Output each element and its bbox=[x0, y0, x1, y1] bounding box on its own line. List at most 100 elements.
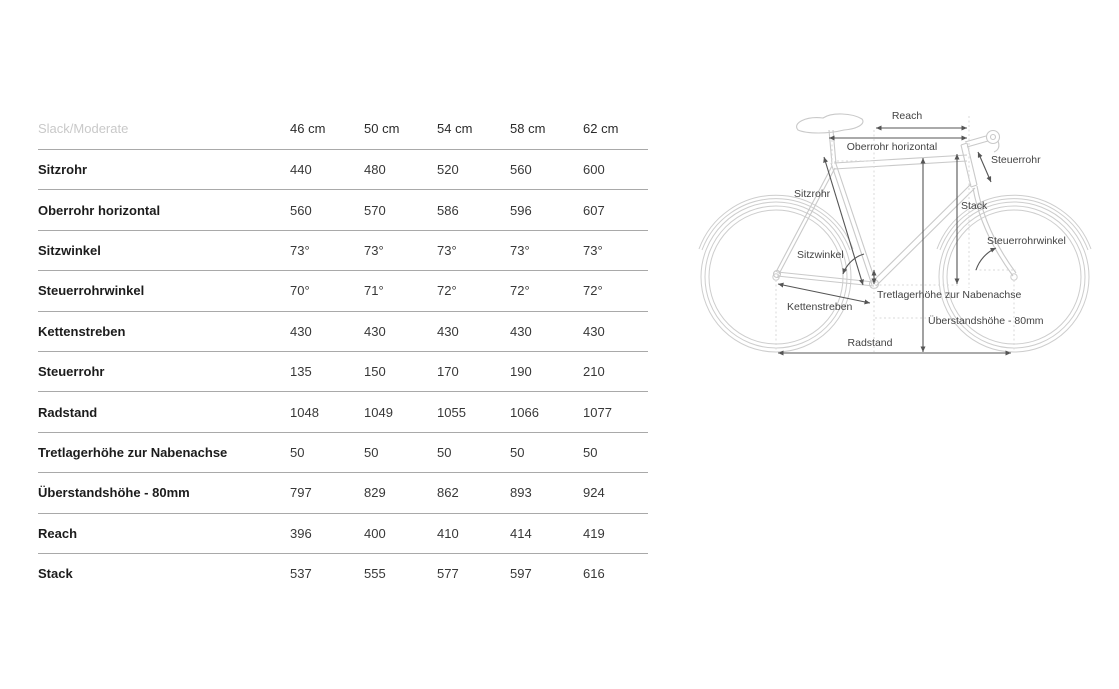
cell-value: 73° bbox=[583, 242, 603, 258]
cell-value: 50 bbox=[583, 444, 598, 460]
cell-value: 71° bbox=[364, 283, 384, 299]
column-header-50cm: 50 cm bbox=[364, 121, 400, 136]
label-ueberstandshoehe: Überstandshöhe - 80mm bbox=[928, 315, 1044, 327]
cell-value: 597 bbox=[510, 566, 532, 582]
cell-value: 73° bbox=[290, 242, 310, 258]
cell-value: 1066 bbox=[510, 404, 539, 420]
cell-value: 73° bbox=[437, 242, 457, 258]
cell-value: 1077 bbox=[583, 404, 612, 420]
column-header-46cm: 46 cm bbox=[290, 121, 326, 136]
cell-value: 410 bbox=[437, 525, 459, 541]
measurement-arrows bbox=[777, 125, 1011, 356]
label-steuerrohrwinkel: Steuerrohrwinkel bbox=[987, 235, 1066, 247]
label-reach: Reach bbox=[892, 110, 923, 122]
table-row: Sitzwinkel 73° 73° 73° 73° 73° bbox=[38, 231, 648, 272]
cell-value: 396 bbox=[290, 525, 312, 541]
label-kettenstreben: Kettenstreben bbox=[787, 301, 853, 313]
cell-value: 1055 bbox=[437, 404, 466, 420]
table-row: Überstandshöhe - 80mm 797 829 862 893 92… bbox=[38, 473, 648, 514]
cell-value: 797 bbox=[290, 485, 312, 501]
cell-value: 50 bbox=[437, 444, 452, 460]
cell-value: 150 bbox=[364, 364, 386, 380]
row-label: Überstandshöhe - 80mm bbox=[38, 485, 190, 501]
table-row: Kettenstreben 430 430 430 430 430 bbox=[38, 312, 648, 352]
cell-value: 893 bbox=[510, 485, 532, 501]
cell-value: 50 bbox=[510, 444, 525, 460]
cell-value: 73° bbox=[510, 242, 530, 258]
cell-value: 430 bbox=[510, 323, 532, 339]
table-row: Tretlagerhöhe zur Nabenachse 50 50 50 50… bbox=[38, 433, 648, 474]
label-oberrohr-horizontal: Oberrohr horizontal bbox=[847, 141, 937, 153]
cell-value: 190 bbox=[510, 364, 532, 380]
label-stack: Stack bbox=[961, 200, 988, 212]
row-label: Reach bbox=[38, 525, 78, 541]
cell-value: 414 bbox=[510, 525, 532, 541]
cell-value: 616 bbox=[583, 566, 605, 582]
cell-value: 400 bbox=[364, 525, 386, 541]
table-header-row: Slack/Moderate 46 cm 50 cm 54 cm 58 cm 6… bbox=[38, 108, 648, 150]
cell-value: 829 bbox=[364, 485, 386, 501]
front-fender bbox=[936, 194, 1092, 251]
cell-value: 72° bbox=[583, 283, 603, 299]
table-row: Radstand 1048 1049 1055 1066 1077 bbox=[38, 392, 648, 433]
cell-value: 430 bbox=[583, 323, 605, 339]
variant-label: Slack/Moderate bbox=[38, 121, 129, 136]
cell-value: 560 bbox=[290, 202, 312, 218]
cell-value: 577 bbox=[437, 566, 459, 582]
cell-value: 73° bbox=[364, 242, 384, 258]
column-header-54cm: 54 cm bbox=[437, 121, 473, 136]
cell-value: 924 bbox=[583, 485, 605, 501]
rear-fender bbox=[698, 194, 854, 251]
cell-value: 430 bbox=[437, 323, 459, 339]
cell-value: 170 bbox=[437, 364, 459, 380]
label-radstand: Radstand bbox=[848, 337, 893, 349]
column-header-58cm: 58 cm bbox=[510, 121, 546, 136]
cell-value: 560 bbox=[510, 162, 532, 178]
row-label: Sitzwinkel bbox=[38, 242, 101, 258]
table-row: Sitzrohr 440 480 520 560 600 bbox=[38, 150, 648, 191]
cell-value: 135 bbox=[290, 364, 312, 380]
cell-value: 600 bbox=[583, 162, 605, 178]
cell-value: 537 bbox=[290, 566, 312, 582]
row-label: Oberrohr horizontal bbox=[38, 202, 161, 218]
cell-value: 50 bbox=[364, 444, 379, 460]
cell-value: 430 bbox=[364, 323, 386, 339]
row-label: Radstand bbox=[38, 404, 98, 420]
cell-value: 586 bbox=[437, 202, 459, 218]
table-row: Stack 537 555 577 597 616 bbox=[38, 554, 648, 593]
cell-value: 1049 bbox=[364, 404, 393, 420]
row-label: Kettenstreben bbox=[38, 323, 126, 339]
saddle bbox=[796, 113, 864, 165]
cell-value: 50 bbox=[290, 444, 305, 460]
column-header-62cm: 62 cm bbox=[583, 121, 619, 136]
cell-value: 570 bbox=[364, 202, 386, 218]
label-sitzwinkel: Sitzwinkel bbox=[797, 249, 844, 261]
row-label: Steuerrohrwinkel bbox=[38, 283, 145, 299]
handlebar bbox=[964, 129, 1001, 153]
label-steuerrohr: Steuerrohr bbox=[991, 154, 1041, 166]
cell-value: 72° bbox=[437, 283, 457, 299]
row-label: Sitzrohr bbox=[38, 162, 88, 178]
table-row: Steuerrohrwinkel 70° 71° 72° 72° 72° bbox=[38, 271, 648, 312]
cell-value: 480 bbox=[364, 162, 386, 178]
cell-value: 555 bbox=[364, 566, 386, 582]
cell-value: 430 bbox=[290, 323, 312, 339]
cell-value: 607 bbox=[583, 202, 605, 218]
row-label: Stack bbox=[38, 566, 73, 582]
cell-value: 419 bbox=[583, 525, 605, 541]
cell-value: 72° bbox=[510, 283, 530, 299]
bike-geometry-diagram: Reach Oberrohr horizontal Steuerrohr Sit… bbox=[698, 110, 1092, 356]
label-sitzrohr: Sitzrohr bbox=[794, 188, 831, 200]
cell-value: 862 bbox=[437, 485, 459, 501]
table-row: Oberrohr horizontal 560 570 586 596 607 bbox=[38, 190, 648, 231]
cell-value: 1048 bbox=[290, 404, 319, 420]
cell-value: 210 bbox=[583, 364, 605, 380]
table-row: Reach 396 400 410 414 419 bbox=[38, 514, 648, 554]
cell-value: 596 bbox=[510, 202, 532, 218]
cell-value: 70° bbox=[290, 283, 310, 299]
table-row: Steuerrohr 135 150 170 190 210 bbox=[38, 352, 648, 393]
row-label: Steuerrohr bbox=[38, 364, 105, 380]
cell-value: 520 bbox=[437, 162, 459, 178]
cell-value: 440 bbox=[290, 162, 312, 178]
